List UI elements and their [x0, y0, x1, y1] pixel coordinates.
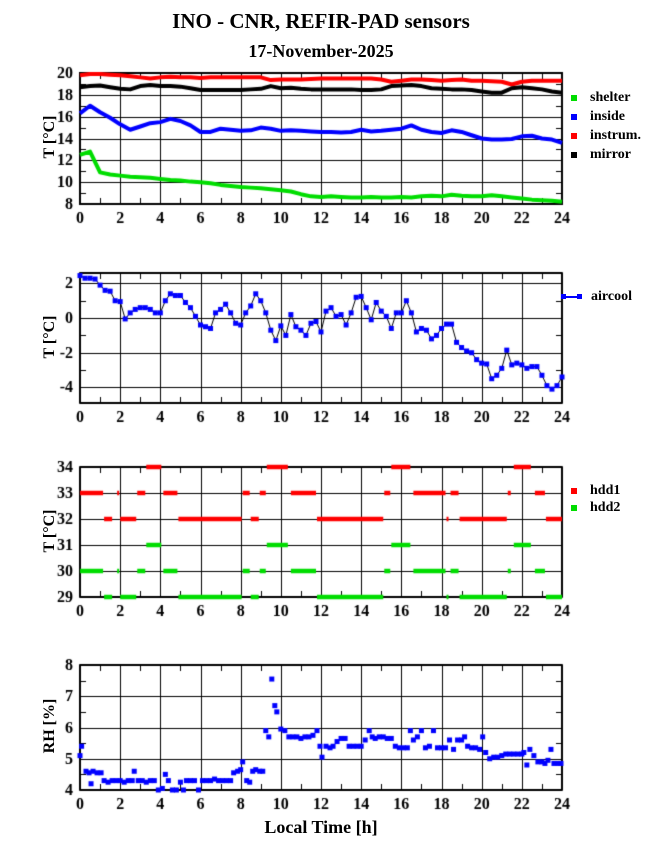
x-axis-label: Local Time [h]: [264, 817, 378, 837]
legend-item-hdd2: hdd2: [566, 499, 620, 516]
plot2-legend: aircool: [561, 287, 632, 306]
legend-label-aircool: aircool: [591, 288, 632, 304]
plot3-y-axis-label: T [°C]: [41, 509, 58, 553]
shelter-marker-icon: [571, 94, 577, 101]
hdd1-marker-icon: [571, 487, 577, 494]
legend-label-inside: inside: [590, 108, 626, 124]
legend-item-mirror: mirror: [566, 145, 641, 164]
aircool-line-marker-icon: [561, 294, 582, 299]
legend-label-mirror: mirror: [590, 146, 631, 162]
legend-label-instrum: instrum.: [590, 127, 641, 143]
legend-label-hdd2: hdd2: [590, 499, 621, 515]
plot4-y-axis-label: RH [%]: [41, 698, 58, 754]
legend-item-hdd1: hdd1: [566, 482, 620, 499]
chart-title: INO - CNR, REFIR-PAD sensors: [172, 9, 470, 33]
legend-item-instrum: instrum.: [566, 126, 641, 145]
instrum-marker-icon: [571, 132, 577, 139]
inside-marker-icon: [571, 113, 577, 120]
legend-label-hdd1: hdd1: [590, 482, 621, 498]
hdd2-marker-icon: [571, 504, 577, 511]
mirror-marker-icon: [571, 151, 577, 158]
legend-item-aircool: aircool: [561, 287, 632, 306]
legend-label-shelter: shelter: [590, 89, 631, 105]
plot3-legend: hdd1 hdd2: [566, 482, 620, 516]
plot2-y-axis-label: T [°C]: [41, 315, 58, 359]
legend-item-shelter: shelter: [566, 88, 641, 107]
plot1-y-axis-label: T [°C]: [41, 115, 58, 159]
plot1-legend: shelter inside instrum. mirror: [566, 88, 641, 164]
legend-item-inside: inside: [566, 107, 641, 126]
chart-subtitle: 17-November-2025: [248, 41, 394, 61]
